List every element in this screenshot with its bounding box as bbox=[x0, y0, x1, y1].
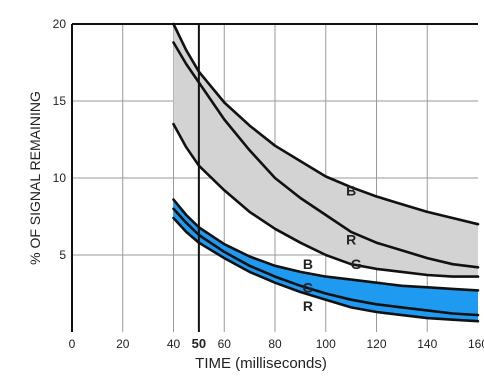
x-tick-label: 0 bbox=[69, 337, 76, 351]
x-tick-label: 120 bbox=[366, 337, 386, 351]
x-tick-label: 160 bbox=[468, 337, 484, 351]
curve-label: G bbox=[351, 256, 362, 272]
curve-label: B bbox=[346, 182, 356, 198]
series-line-lower-g bbox=[172, 207, 480, 317]
y-tick-label: 5 bbox=[59, 248, 66, 262]
series-line-lower-b bbox=[172, 198, 480, 292]
curve-label: B bbox=[303, 256, 313, 272]
y-tick-label: 20 bbox=[53, 17, 67, 31]
series-line-upper-g bbox=[172, 122, 480, 278]
x-axis-label: TIME (milliseconds) bbox=[195, 355, 327, 372]
y-tick-label: 10 bbox=[53, 171, 67, 185]
series-line-lower-r bbox=[172, 216, 480, 323]
x-tick-label: 80 bbox=[268, 337, 282, 351]
upper-shaded-band bbox=[173, 24, 478, 277]
series-line-upper-b bbox=[172, 22, 480, 226]
y-tick-label: 15 bbox=[53, 94, 67, 108]
x-tick-label: 20 bbox=[116, 337, 130, 351]
series-line-upper-r bbox=[172, 41, 480, 269]
x-tick-label: 140 bbox=[417, 337, 437, 351]
y-axis-label: % OF SIGNAL REMAINING bbox=[27, 91, 43, 265]
x-tick-label: 50 bbox=[192, 336, 206, 351]
curve-label: R bbox=[303, 298, 313, 314]
lower-shaded-band bbox=[173, 199, 478, 322]
x-tick-label: 60 bbox=[218, 337, 232, 351]
curve-label: G bbox=[303, 279, 314, 295]
x-tick-label: 100 bbox=[316, 337, 336, 351]
curve-label: R bbox=[346, 232, 356, 248]
x-tick-label: 40 bbox=[167, 337, 181, 351]
